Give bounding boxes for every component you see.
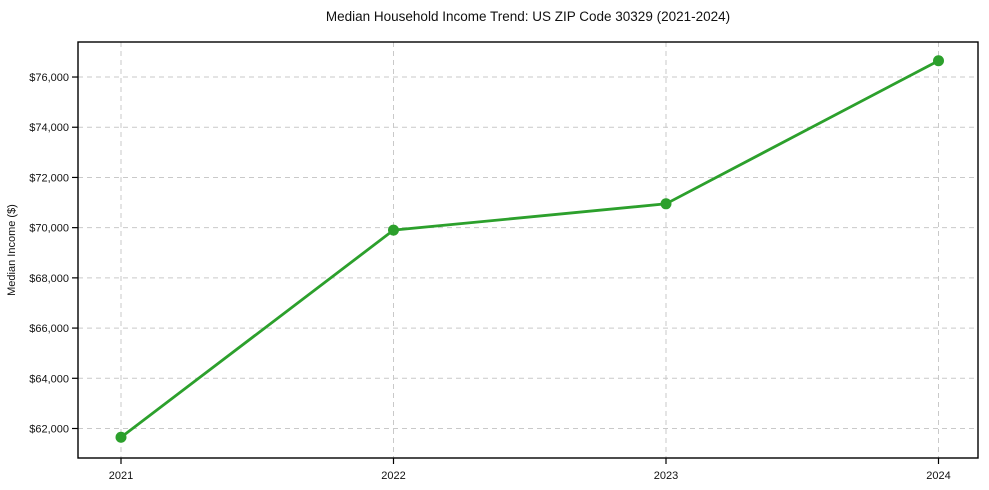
plot-area: $62,000 $64,000 $66,000 $68,000 $70,000 $72,0… (29, 41, 979, 482)
y-tick-label: $62,000 (29, 424, 69, 436)
y-tick-label: $76,000 (29, 72, 69, 84)
data-point-marker (933, 55, 944, 67)
y-axis-title: Median Income ($) (6, 204, 18, 296)
x-tick-label: 2021 (109, 470, 133, 482)
data-point-marker (388, 224, 399, 236)
plot-border (77, 41, 979, 459)
y-tick-label: $70,000 (29, 223, 69, 235)
data-point-marker (115, 431, 127, 443)
trend-line (119, 59, 940, 439)
y-tick-label: $64,000 (29, 373, 69, 385)
x-tick-label: 2024 (926, 470, 950, 482)
y-tick-label: $72,000 (29, 172, 69, 184)
data-point-marker (660, 198, 672, 210)
y-tick-label: $68,000 (29, 273, 69, 285)
x-tick-label: 2022 (381, 470, 405, 482)
x-tick-label: 2023 (654, 470, 678, 482)
y-tick-label: $66,000 (29, 323, 69, 335)
chart-title: Median Household Income Trend: US ZIP Co… (326, 9, 730, 24)
y-tick-label: $74,000 (29, 122, 69, 134)
